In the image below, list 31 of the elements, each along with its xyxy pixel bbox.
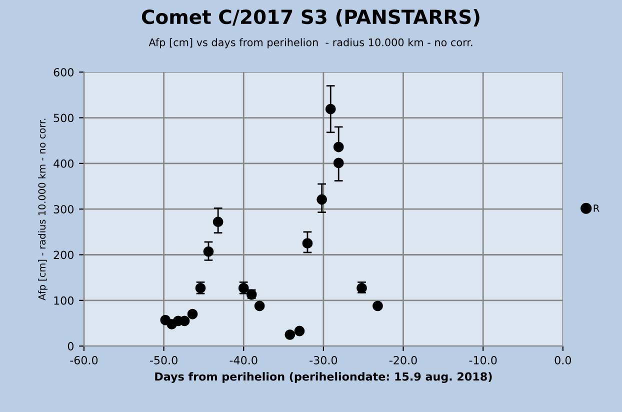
point (187, 308, 198, 320)
point (254, 300, 265, 312)
x-tick-label: -30.0 (310, 356, 338, 364)
x-tick-label: -10.0 (469, 356, 497, 364)
y-tick-label: 400 (54, 159, 74, 168)
chart-title: Comet C/2017 S3 (PANSTARRS) (142, 9, 480, 26)
x-tick-label: -40.0 (230, 356, 258, 364)
y-tick-label: 0 (68, 342, 74, 350)
y-tick-label: 300 (54, 205, 74, 214)
chart-subtitle: Afp [cm] vs days from perihelion - radius 10.000 km - no corr. (148, 38, 472, 48)
point (302, 238, 313, 249)
point (325, 104, 336, 114)
point (294, 326, 305, 336)
y-tick-label: 200 (54, 250, 74, 260)
x-tick-label: -50.0 (150, 356, 178, 364)
point (203, 246, 214, 257)
point (284, 329, 296, 340)
point (372, 300, 383, 312)
y-tick-label: 500 (54, 114, 74, 122)
y-axis-title: Afp [cm] - radius 10.000 km - no corr. (38, 118, 48, 300)
point (212, 216, 224, 228)
x-tick-label: 0.0 (554, 356, 572, 364)
y-tick-label: 100 (54, 296, 74, 305)
x-tick-label: -60.0 (70, 356, 98, 364)
x-axis-title: Days from perihelion (periheliondate: 15.9 aug. 2018) (155, 372, 492, 383)
legend-label: R (594, 204, 600, 212)
y-tick-label: 600 (54, 68, 74, 76)
point (333, 142, 344, 152)
point (333, 158, 344, 168)
x-tick-label: -20.0 (389, 356, 417, 364)
point (316, 194, 328, 205)
